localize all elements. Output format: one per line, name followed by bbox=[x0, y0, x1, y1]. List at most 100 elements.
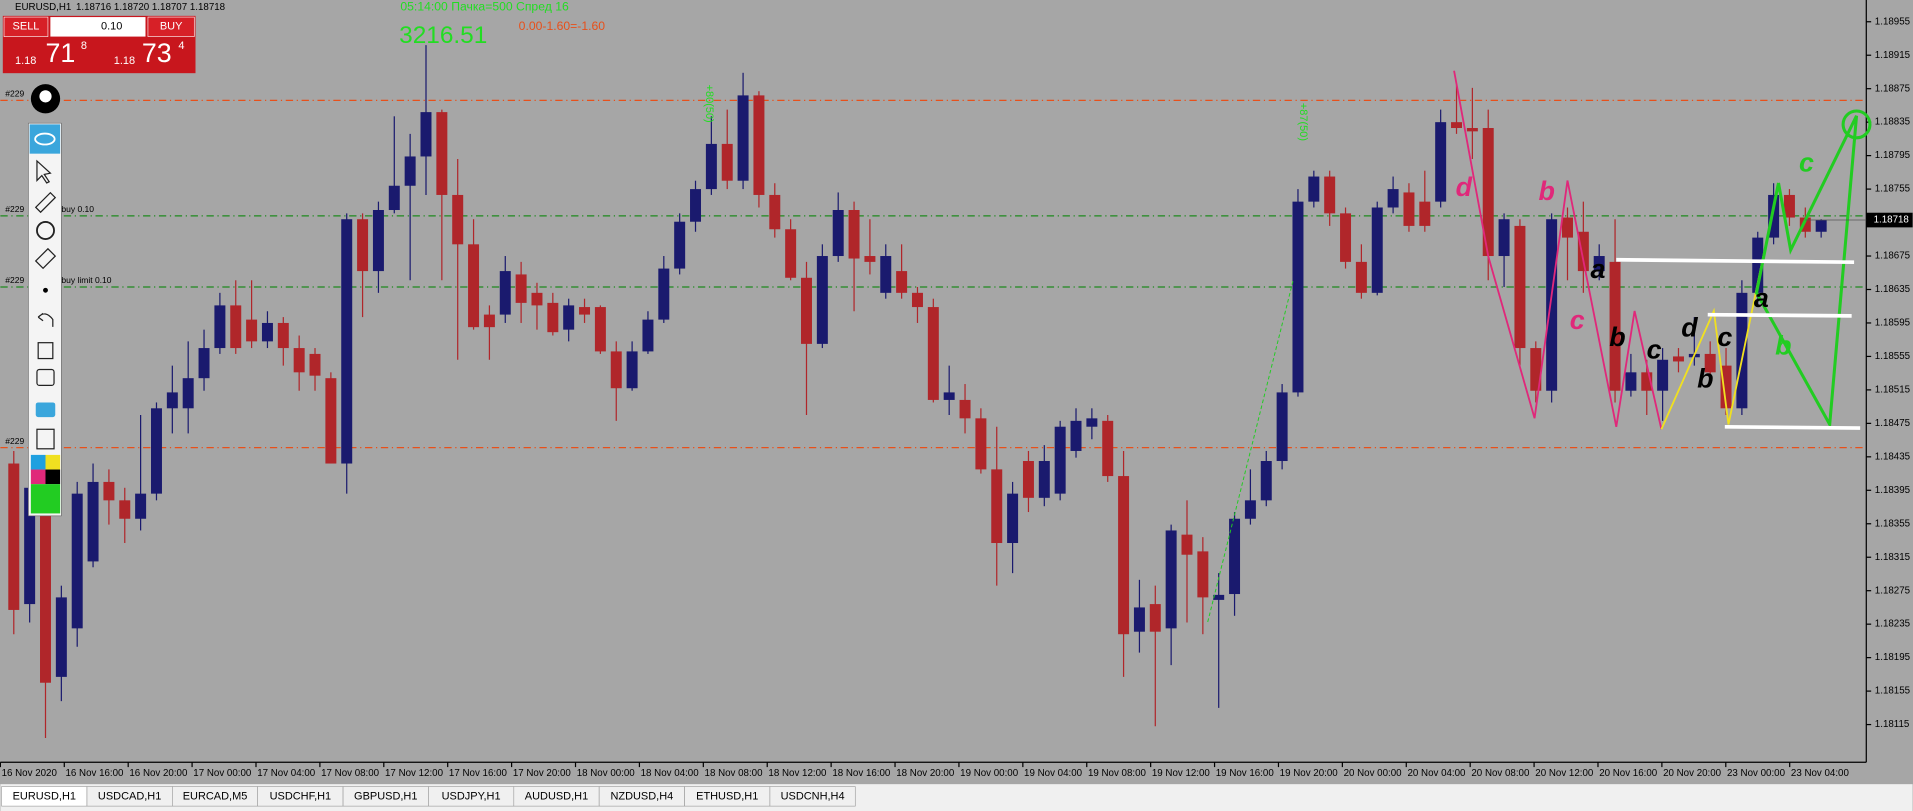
color-yellow[interactable] bbox=[45, 454, 61, 470]
toolbar bbox=[28, 122, 62, 517]
y-tick-label: 1.18235 bbox=[1875, 619, 1911, 630]
buy-button[interactable] bbox=[147, 16, 195, 37]
candle-body bbox=[579, 307, 591, 315]
candle-body bbox=[325, 378, 337, 464]
candle-body bbox=[610, 351, 622, 389]
candle-body bbox=[357, 219, 369, 272]
color-black[interactable] bbox=[45, 469, 61, 485]
candle-body bbox=[1498, 219, 1510, 257]
x-tick-label: 18 Nov 20:00 bbox=[896, 768, 955, 779]
candle-body bbox=[1181, 534, 1193, 555]
x-tick-label: 16 Nov 20:00 bbox=[129, 768, 188, 779]
tab[interactable] bbox=[769, 786, 856, 807]
tool-undo[interactable] bbox=[37, 312, 54, 327]
candle-body bbox=[1292, 201, 1304, 393]
tool-dot[interactable] bbox=[43, 287, 48, 293]
tool-stamp[interactable] bbox=[36, 368, 55, 386]
lot: 0.10 bbox=[101, 21, 122, 33]
trade-line bbox=[1207, 280, 1294, 623]
candle-body bbox=[1054, 426, 1066, 494]
candle-body bbox=[943, 392, 955, 400]
x-tick-label: 23 Nov 04:00 bbox=[1791, 768, 1850, 779]
x-tick-label: 19 Nov 08:00 bbox=[1088, 768, 1147, 779]
candle-body bbox=[182, 378, 194, 409]
candle-body bbox=[40, 487, 51, 683]
color-cyan[interactable] bbox=[30, 454, 46, 470]
level-text: buy limit 0.10 bbox=[61, 275, 111, 285]
x-tick-label: 19 Nov 16:00 bbox=[1216, 768, 1275, 779]
x-tick-label: 23 Nov 00:00 bbox=[1727, 768, 1786, 779]
x-tick-label: 17 Nov 04:00 bbox=[257, 768, 316, 779]
candle-body bbox=[1213, 594, 1225, 600]
ask-pips: 73 bbox=[142, 38, 172, 68]
x-tick-label: 19 Nov 20:00 bbox=[1280, 768, 1339, 779]
candle-body bbox=[1133, 607, 1145, 632]
candle-body bbox=[119, 500, 131, 519]
pin-icon-inner bbox=[39, 90, 52, 103]
candle-body bbox=[1102, 420, 1114, 477]
sell-button[interactable] bbox=[3, 16, 49, 37]
color-green[interactable] bbox=[30, 484, 61, 514]
candle-body bbox=[531, 292, 543, 306]
y-tick-label: 1.18555 bbox=[1875, 351, 1911, 362]
candle-body bbox=[769, 194, 781, 230]
tool-arrow[interactable] bbox=[36, 159, 52, 184]
candle-body bbox=[1308, 176, 1320, 202]
calc: 0.00-1.60=-1.60 bbox=[519, 19, 606, 33]
tool-pencil[interactable] bbox=[34, 191, 57, 214]
x-tick-label: 20 Nov 16:00 bbox=[1599, 768, 1658, 779]
candle-body bbox=[959, 399, 971, 419]
candle-body bbox=[246, 319, 258, 342]
bid-frac: 8 bbox=[81, 40, 87, 52]
candle-body bbox=[816, 256, 828, 344]
tool-trash[interactable] bbox=[37, 342, 54, 360]
hand-letter: c bbox=[1799, 148, 1814, 178]
x-tick-label: 16 Nov 2020 bbox=[2, 768, 58, 779]
hand-letter: b bbox=[1697, 364, 1713, 394]
tool-eye[interactable] bbox=[29, 124, 61, 154]
color-pink[interactable] bbox=[30, 469, 46, 485]
candle-body bbox=[1371, 207, 1383, 293]
y-tick-label: 1.18595 bbox=[1875, 318, 1911, 329]
candle-body bbox=[1086, 418, 1098, 427]
x-tick-label: 18 Nov 08:00 bbox=[705, 768, 764, 779]
candle-body bbox=[674, 221, 686, 269]
candle-body bbox=[1340, 213, 1352, 262]
candle-body bbox=[436, 112, 448, 195]
candle-body bbox=[975, 418, 987, 470]
candle-body bbox=[150, 408, 162, 494]
candle-body bbox=[832, 210, 844, 257]
candle-body bbox=[515, 274, 527, 303]
y-tick-label: 1.18755 bbox=[1875, 184, 1911, 195]
candle-body bbox=[1815, 220, 1827, 232]
candle-body bbox=[8, 463, 20, 610]
candle-body bbox=[135, 493, 147, 519]
candle-body bbox=[991, 469, 1003, 544]
tool-eraser[interactable] bbox=[34, 247, 57, 270]
bid-big: 1.18 bbox=[15, 55, 36, 67]
level-tag: #229 bbox=[5, 275, 24, 285]
y-tick-label: 1.18315 bbox=[1875, 552, 1911, 563]
lot-input[interactable] bbox=[50, 17, 146, 37]
candle-body bbox=[1165, 530, 1177, 629]
y-tick-label: 1.18515 bbox=[1875, 384, 1911, 395]
candle-body bbox=[1609, 261, 1621, 391]
price-box bbox=[1866, 212, 1913, 228]
bid-pips: 71 bbox=[45, 38, 75, 68]
candle-body bbox=[1736, 292, 1748, 409]
candle-body bbox=[1260, 461, 1272, 501]
current-price: 1.18718 bbox=[1874, 215, 1909, 226]
tab-label: EURUSD,H1 bbox=[13, 790, 76, 802]
candle-body bbox=[1355, 261, 1367, 293]
tool-camera[interactable] bbox=[35, 402, 56, 418]
drawing-pink bbox=[1453, 70, 1663, 430]
y-tick-label: 1.18435 bbox=[1875, 451, 1911, 462]
drawing-yellow bbox=[1660, 182, 1780, 430]
tool-circle[interactable] bbox=[36, 221, 55, 240]
candle-body bbox=[388, 185, 400, 211]
candle-body bbox=[594, 307, 606, 352]
drawing-green bbox=[1754, 115, 1859, 430]
candle-body bbox=[1229, 518, 1241, 595]
tool-clipboard[interactable] bbox=[36, 428, 55, 450]
